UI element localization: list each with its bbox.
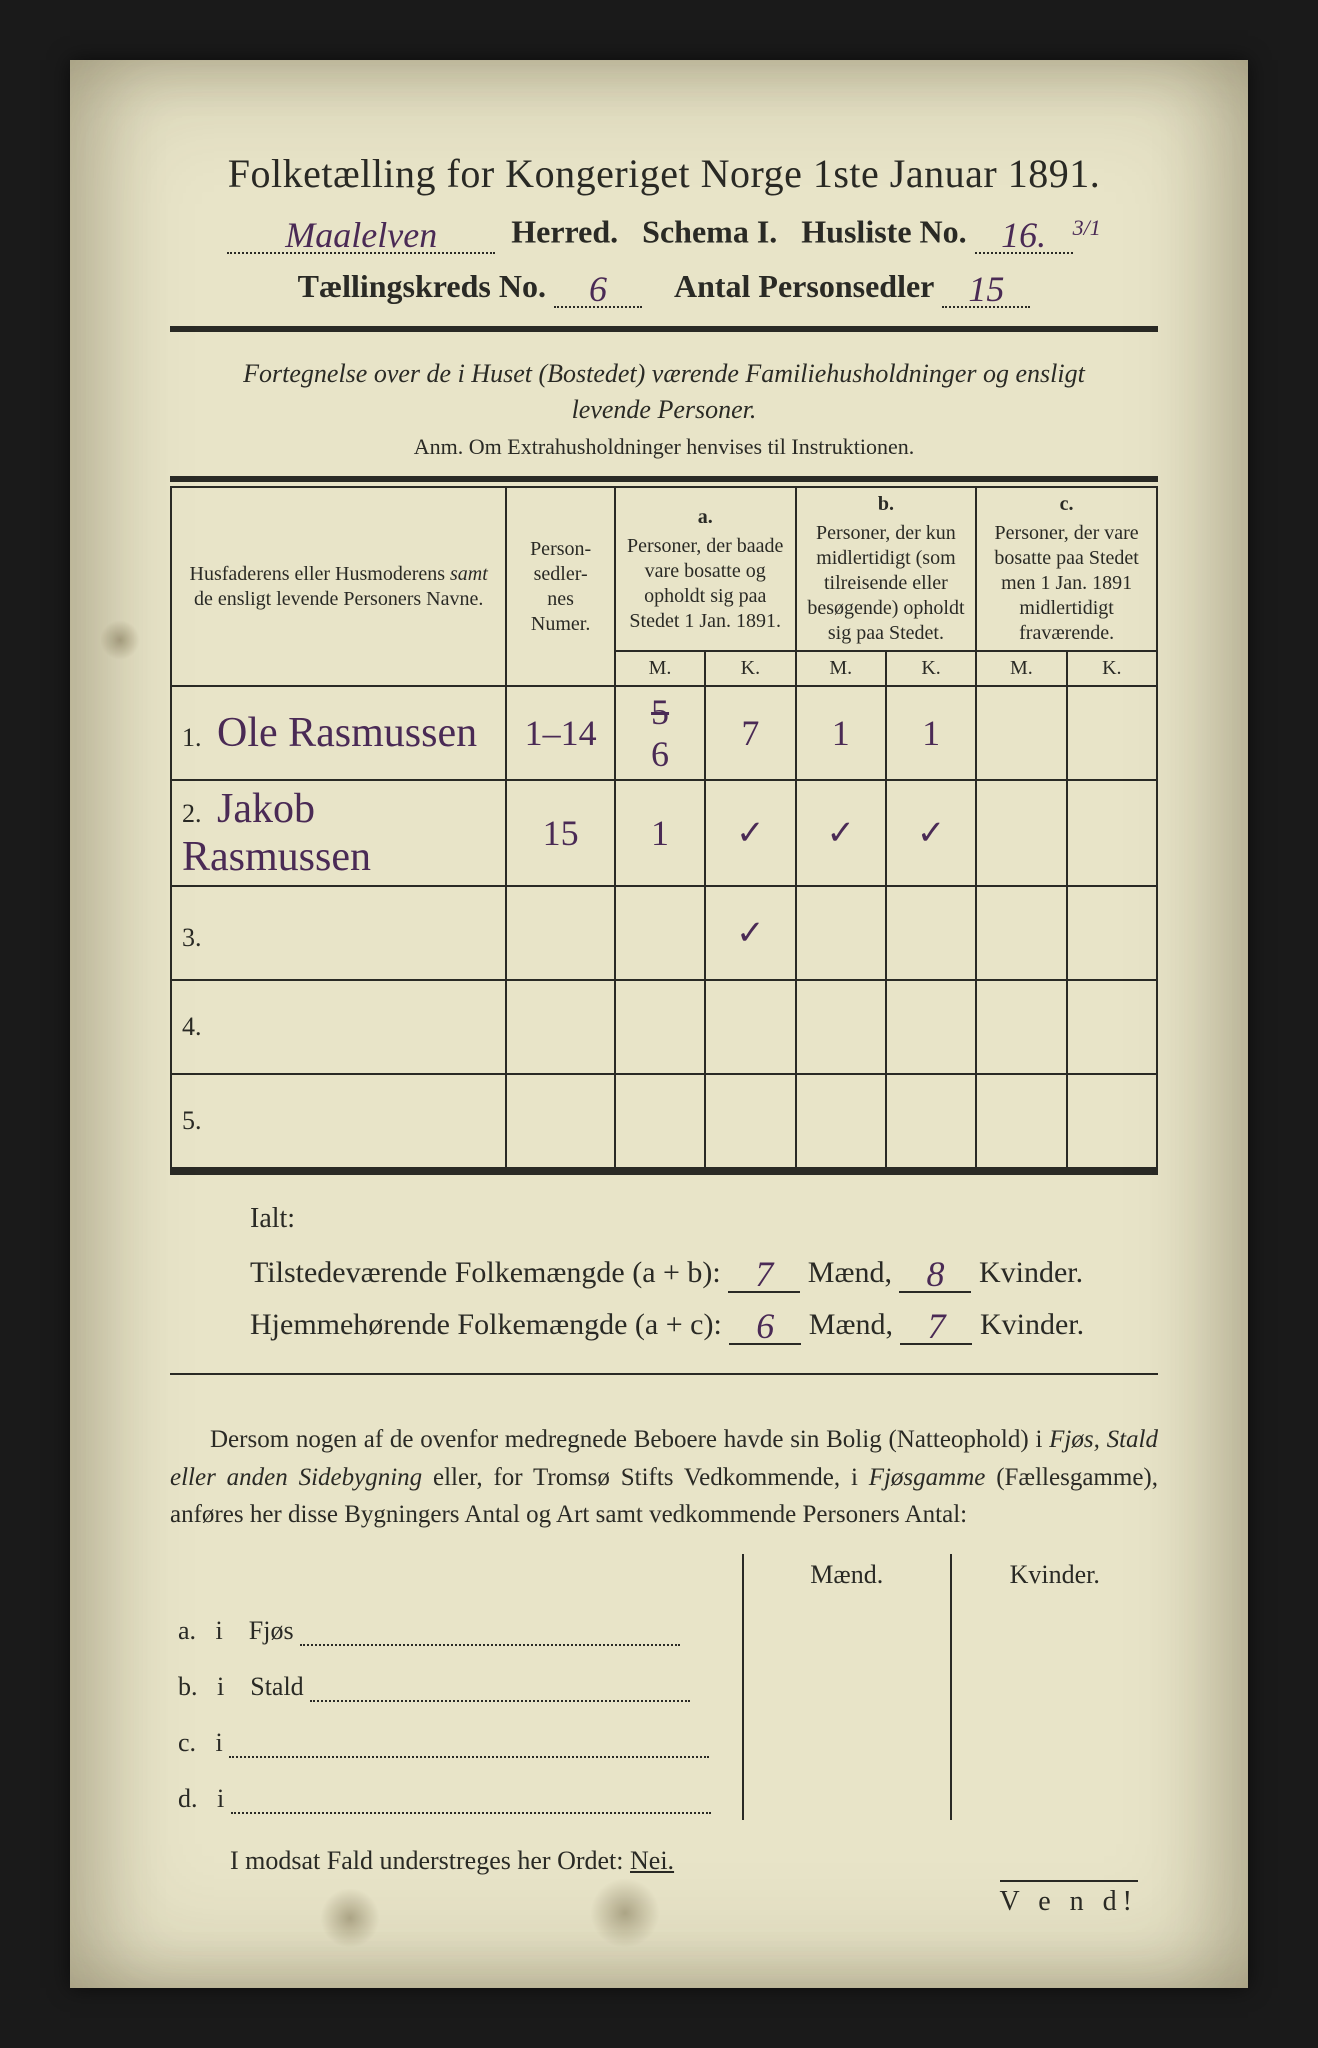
husliste-label: Husliste No. [801,214,966,250]
lower-key: b. [178,1672,198,1701]
c-m: M. [976,651,1066,686]
antal-value: 15 [968,269,1004,309]
header-line-3: Tællingskreds No. 6 Antal Personsedler 1… [170,264,1158,308]
table-row: 2. Jakob Rasmussen 15 1 ✓ ✓ ✓ [171,780,1157,886]
modsat-text: I modsat Fald understreges her Ordet: [230,1846,624,1875]
rule-below-ialt [170,1373,1158,1375]
header-line-2: Maalelven Herred. Schema I. Husliste No.… [170,207,1158,254]
a-k: K. [705,651,795,686]
table-row: 5. [171,1074,1157,1168]
fortegnelse: Fortegnelse over de i Huset (Bostedet) v… [170,356,1158,429]
herred-label: Herred. [511,214,618,250]
lower-row: a. i Fjøs [170,1596,1158,1652]
lower-table: Mænd. Kvinder. a. i Fjøs b. [170,1554,1158,1820]
col-numer: Person-sedler-nesNumer. [506,487,615,686]
c-k: K. [1067,651,1157,686]
husliste-value: 16. [1001,215,1046,255]
b-m: M. [796,651,886,686]
row-index: 3. [182,923,210,953]
row-aM: 6 [651,734,669,774]
lower-i: i [217,1672,224,1701]
rule-mid [170,476,1158,482]
row-index: 4. [182,1012,210,1042]
lower-text: Stald [250,1672,303,1701]
lower-maend: Mænd. [743,1554,950,1596]
b-k: K. [886,651,976,686]
stain-icon [100,620,140,660]
row-aK: 7 [741,713,759,753]
ialt-title: Ialt: [250,1203,1158,1235]
schema-label: Schema I. [642,214,777,250]
document-paper: Folketælling for Kongeriget Norge 1ste J… [70,60,1248,1988]
row-index: 1. [182,723,210,753]
lower-row: c. i [170,1708,1158,1764]
row-name: Jakob Rasmussen [182,786,371,880]
row-aK: ✓ [736,815,765,852]
kreds-label: Tællingskreds No. [298,268,546,304]
stain-icon [320,1888,380,1948]
row-index: 2. [182,799,210,829]
ialt-line-1: Tilstedeværende Folkemængde (a + b): 7 M… [250,1249,1158,1293]
ialt-kvinder: Kvinder. [979,1256,1083,1289]
census-table: Husfaderens eller Husmoderens samt de en… [170,486,1158,1169]
table-row: 1. Ole Rasmussen 1–14 5 6 7 1 1 [171,686,1157,780]
page-title: Folketælling for Kongeriget Norge 1ste J… [170,150,1158,197]
row-bM: 1 [832,713,850,753]
lower-kvinder: Kvinder. [951,1554,1158,1596]
row-aM: 1 [651,813,669,853]
lower-key: d. [178,1784,198,1813]
rule-below-table [170,1169,1158,1175]
lower-i: i [216,1728,223,1757]
lower-key: a. [178,1616,196,1645]
a-m: M. [615,651,705,686]
ialt-block: Ialt: Tilstedeværende Folkemængde (a + b… [250,1203,1158,1345]
fortegnelse-line1: Fortegnelse over de i Huset (Bostedet) v… [243,359,1085,388]
antal-label: Antal Personsedler [674,268,934,304]
lower-row: d. i [170,1764,1158,1820]
table-row: 3. ✓ [171,886,1157,980]
husliste-sup: 3/1 [1073,215,1101,240]
row-aK: ✓ [736,915,765,952]
ialt-maend: Mænd, [808,1256,892,1289]
page-wrap: Folketælling for Kongeriget Norge 1ste J… [0,0,1318,2048]
ialt-line1-label: Tilstedeværende Folkemængde (a + b): [250,1256,721,1289]
row-bK: 1 [922,713,940,753]
row-bM: ✓ [826,815,855,852]
lower-i: i [216,1616,223,1645]
rule-top [170,326,1158,332]
stain-icon [590,1878,660,1948]
anm-note: Anm. Om Extrahusholdninger henvises til … [170,434,1158,460]
ialt-line1-m: 7 [755,1254,773,1294]
col-c-head: c. Personer, der vare bosatte paa Stedet… [976,487,1157,651]
dersom-paragraph: Dersom nogen af de ovenfor medregnede Be… [170,1421,1158,1534]
ialt-line2-m: 6 [756,1306,774,1346]
row-numer: 15 [543,813,579,853]
row-index: 5. [182,1106,210,1136]
kreds-value: 6 [589,269,607,309]
vend-label: V e n d! [1000,1880,1138,1918]
ialt-maend: Mænd, [809,1308,893,1341]
lower-text: Fjøs [249,1616,294,1645]
col-navne: Husfaderens eller Husmoderens samt de en… [171,487,506,686]
table-row: 4. [171,980,1157,1074]
row-bK: ✓ [917,815,946,852]
row-numer: 1–14 [525,713,597,753]
lower-row: b. i Stald [170,1652,1158,1708]
row-aM-struck: 5 [651,692,669,732]
ialt-line1-k: 8 [926,1254,944,1294]
lower-i: i [217,1784,224,1813]
col-b-head: b. Personer, der kun midlertidigt (som t… [796,487,977,651]
ialt-line2-label: Hjemmehørende Folkemængde (a + c): [250,1308,722,1341]
herred-value: Maalelven [285,215,437,255]
ialt-line2-k: 7 [927,1306,945,1346]
modsat-line: I modsat Fald understreges her Ordet: Ne… [230,1846,1158,1876]
ialt-line-2: Hjemmehørende Folkemængde (a + c): 6 Mæn… [250,1301,1158,1345]
lower-key: c. [178,1728,196,1757]
col-a-head: a. Personer, der baade vare bosatte og o… [615,487,796,651]
ialt-kvinder: Kvinder. [980,1308,1084,1341]
modsat-nei: Nei. [630,1846,674,1875]
row-name: Ole Rasmussen [217,710,477,756]
fortegnelse-line2: levende Personer. [572,395,757,424]
